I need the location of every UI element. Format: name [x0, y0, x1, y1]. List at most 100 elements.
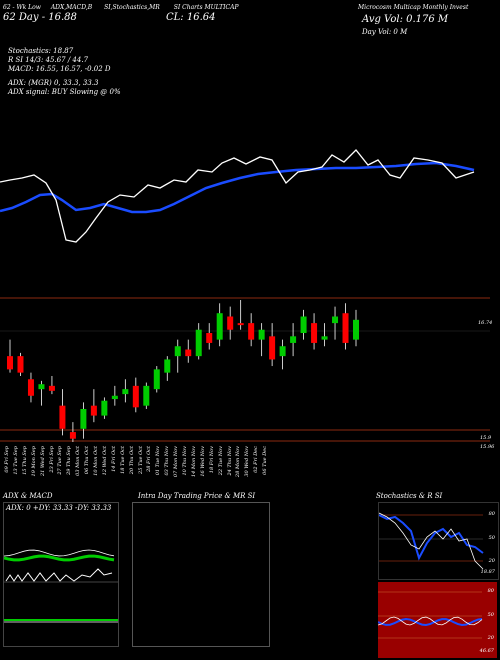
rsi-line	[378, 617, 483, 626]
x-axis-label: 18 Fri Nov	[208, 446, 215, 474]
price-axis-lower1: 15.9	[480, 435, 492, 441]
x-axis-label: 03 Thu Nov	[164, 446, 171, 476]
candle-body	[17, 356, 24, 373]
day-vol: Day Vol: 0 M	[362, 28, 408, 36]
price-line	[0, 149, 475, 243]
x-axis-label: 28 Fri Oct	[146, 446, 153, 472]
stoch-value: 18.87	[480, 569, 495, 575]
header-item: MULTICAP	[204, 4, 239, 11]
candle-body	[258, 329, 265, 340]
header-item: Multicap	[393, 4, 421, 11]
rsi-chart	[378, 591, 483, 639]
candle-body	[27, 379, 34, 396]
candle-body	[101, 400, 108, 416]
stoch-panel-title: Stochastics & R SI	[376, 492, 443, 500]
x-axis-label: 23 Fri Sep	[48, 446, 55, 473]
header-item: Invest	[449, 4, 469, 11]
main-chart	[0, 149, 490, 442]
candle-body	[269, 336, 276, 360]
candle-body	[300, 316, 307, 334]
stoch-k-line	[379, 512, 484, 570]
si-readout: R SI 14/3: 45.67 / 44.7	[8, 56, 89, 64]
price-axis-upper: 16.74	[478, 320, 493, 326]
header-line1: 62 - Wk Low ADX,MACD,B SI,Stochastics,MR…	[3, 4, 238, 11]
x-axis-label: 13 Tue Sep	[12, 446, 19, 475]
candle-body	[132, 385, 139, 408]
x-axis-label: 18 Tue Oct	[119, 446, 126, 474]
x-axis-label: 22 Tue Nov	[217, 446, 224, 476]
x-axis-label: 03 Mon Oct	[75, 446, 82, 476]
x-axis-label: 21 Wed Sep	[39, 446, 46, 477]
adx-panel: ADX: 0 +DY: 33.33 -DY: 33.33	[3, 502, 119, 647]
candle-body	[321, 336, 328, 340]
x-axis-label: 25 Tue Oct	[137, 446, 144, 474]
candle-body	[248, 323, 255, 340]
rsi-tick: 50	[487, 612, 494, 618]
candle-body	[38, 384, 45, 390]
candle-body	[332, 316, 339, 324]
candle-body	[7, 356, 13, 370]
close-label: CL: 16.64	[166, 12, 216, 23]
header-item: SI Charts	[173, 4, 203, 11]
stoch-tick: 20	[488, 558, 495, 564]
candle-body	[195, 329, 202, 357]
x-axis-label: 12 Wed Oct	[101, 446, 108, 476]
rsi-panel: 80 50 20 46.67	[378, 582, 497, 658]
candle-body	[48, 385, 55, 391]
adx-panel-readout: ADX: 0 +DY: 33.33 -DY: 33.33	[6, 504, 112, 512]
candle-body	[216, 313, 223, 340]
candle-body	[237, 323, 244, 326]
candle-body	[174, 346, 181, 357]
x-axis-label: 02 Fri Dec	[253, 446, 260, 473]
candle-body	[69, 432, 76, 439]
x-axis-label: 27 Tue Sep	[57, 446, 64, 475]
x-axis-label: 16 Wed Nov	[199, 446, 206, 477]
adx-panel-chart	[4, 549, 118, 623]
x-axis-label: 28 Mon Nov	[235, 446, 242, 478]
x-axis-label: 19 Mon Sep	[30, 446, 37, 477]
candle-body	[206, 333, 213, 343]
header-item: 62 - Wk Low	[3, 4, 41, 11]
candle-body	[122, 389, 129, 395]
x-axis-label: 14 Mon Nov	[190, 446, 197, 478]
candle-body	[185, 349, 192, 357]
stochastics-panel: 80 50 20 18.87	[378, 502, 499, 580]
intraday-panel-title: Intra Day Trading Price & MR SI	[138, 492, 256, 500]
x-axis-label: 10 Thu Nov	[182, 446, 188, 476]
x-axis-label: 30 Wed Nov	[244, 446, 251, 477]
header-item: Microcosm	[358, 4, 392, 11]
stoch-tick: 50	[488, 535, 495, 541]
header-item: Monthly	[422, 4, 448, 11]
x-axis-label: 15 Thu Sep	[21, 446, 28, 475]
stochastics-chart	[379, 512, 484, 570]
day-label: 62 Day - 16.88	[3, 12, 77, 23]
candle-body	[111, 395, 118, 400]
stoch-tick: 80	[488, 511, 495, 517]
candle-body	[342, 313, 349, 343]
candle-body	[143, 385, 150, 406]
header-line1-right: Microcosm Multicap Monthly Invest	[358, 4, 468, 11]
candle-body	[80, 408, 87, 429]
sma-line	[0, 161, 475, 214]
adx-signal: ADX signal: BUY Slowing @ 0%	[8, 88, 121, 96]
header-item: ADX,MACD,B	[50, 4, 93, 11]
intraday-panel	[132, 502, 270, 647]
price-axis-lower2: 15.96	[480, 444, 495, 450]
adx-readout: ADX: (MGR) 0, 33.3, 33.3	[8, 79, 99, 87]
di-line	[4, 549, 115, 557]
adx-line	[4, 554, 115, 562]
candle-body	[227, 316, 234, 330]
candle-body	[153, 369, 160, 390]
rsi-tick: 80	[487, 588, 494, 594]
candle-body	[164, 359, 171, 373]
rsi-tick: 20	[487, 635, 494, 641]
avg-vol: Avg Vol: 0.176 M	[362, 14, 449, 25]
mrsi-line	[378, 616, 483, 626]
candle-body	[59, 405, 66, 429]
x-axis-label: 06 Thu Oct	[84, 446, 91, 475]
x-axis-label: 14 Fri Oct	[110, 446, 117, 472]
x-axis-label: 06 Tue Dec	[262, 446, 269, 475]
x-axis-label: 24 Thu Nov	[226, 446, 233, 476]
x-axis-label: 29 Thu Sep	[66, 446, 73, 475]
adx-panel-title: ADX & MACD	[3, 492, 53, 500]
